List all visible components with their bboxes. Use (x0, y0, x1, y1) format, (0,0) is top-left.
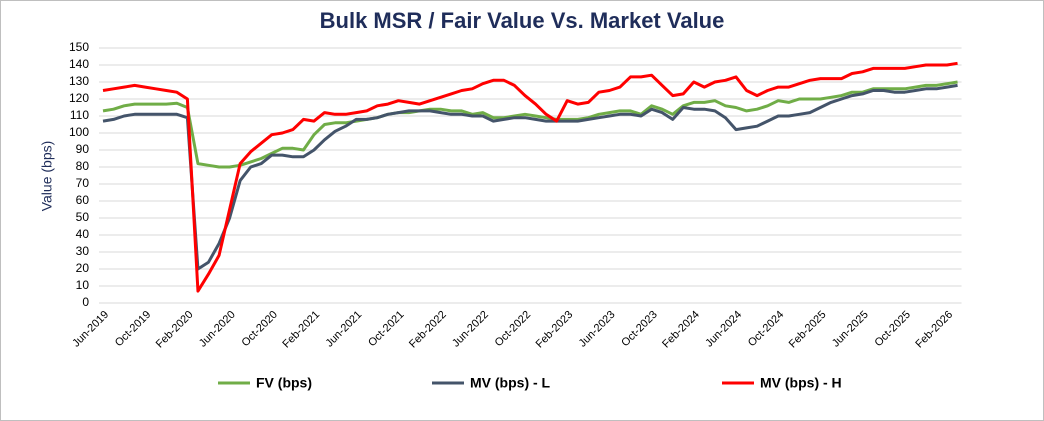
y-tick-label: 20 (76, 261, 90, 275)
legend-label: FV (bps) (256, 375, 312, 391)
y-tick-label: 80 (76, 159, 90, 173)
series-line (102, 83, 958, 271)
y-tick-label: 110 (70, 108, 89, 122)
series-line (102, 61, 958, 293)
series-line (102, 80, 958, 169)
y-tick-label: 30 (76, 244, 90, 258)
y-tick-label: 140 (69, 57, 89, 71)
chart-title: Bulk MSR / Fair Value Vs. Market Value (320, 8, 725, 33)
y-tick-label: 150 (69, 40, 89, 54)
legend-label: MV (bps) - H (760, 375, 842, 391)
y-tick-label: 40 (76, 227, 90, 241)
y-tick-label: 100 (69, 125, 89, 139)
legend-label: MV (bps) - L (470, 375, 551, 391)
y-tick-label: 60 (76, 193, 90, 207)
y-tick-label: 50 (76, 210, 90, 224)
y-tick-label: 70 (76, 176, 90, 190)
y-tick-label: 90 (76, 142, 90, 156)
y-tick-label: 130 (69, 74, 89, 88)
y-tick-label: 10 (76, 278, 90, 292)
y-axis-label: Value (bps) (39, 141, 55, 212)
y-tick-label: 120 (69, 91, 89, 105)
y-tick-label: 0 (82, 295, 89, 309)
